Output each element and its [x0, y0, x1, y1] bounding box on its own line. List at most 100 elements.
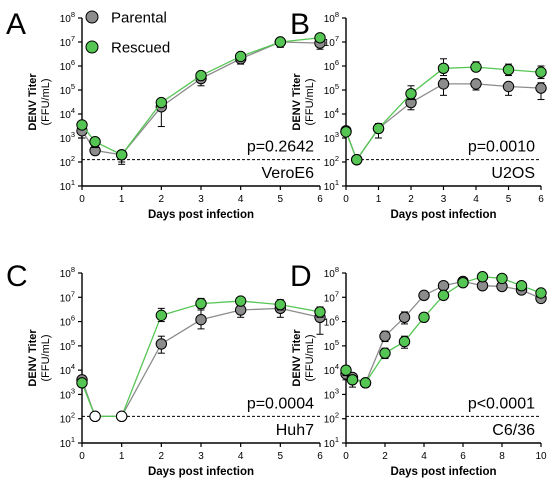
y-tick-label: 103	[60, 130, 75, 145]
data-point	[437, 62, 450, 75]
x-tick-label: 10	[535, 451, 547, 462]
y-tick-label: 102	[324, 411, 339, 426]
y-tick-base: 10	[60, 38, 72, 49]
y-tick-exponent: 5	[71, 82, 75, 91]
panel-letter: D	[290, 260, 312, 293]
x-tick-label: 0	[79, 451, 85, 462]
y-tick-exponent: 4	[71, 106, 75, 115]
y-tick-label: 108	[60, 10, 75, 25]
data-point	[155, 309, 168, 322]
legend-label: Parental	[111, 10, 167, 27]
y-tick-label: 101	[60, 178, 75, 193]
y-tick-exponent: 6	[335, 58, 339, 67]
y-tick-exponent: 6	[71, 314, 75, 323]
x-tick-label: 4	[421, 451, 427, 462]
y-tick-exponent: 6	[71, 58, 75, 67]
x-tick-label: 0	[343, 451, 349, 462]
x-tick-label: 2	[159, 194, 165, 205]
y-axis-label: DENV Titer	[27, 329, 39, 387]
y-tick-base: 10	[60, 390, 72, 401]
data-point	[502, 64, 515, 76]
y-tick-base: 10	[324, 415, 336, 426]
data-point	[502, 80, 515, 93]
y-tick-label: 107	[60, 289, 75, 304]
data-point	[274, 298, 287, 311]
y-tick-base: 10	[324, 318, 336, 329]
legend-marker	[85, 40, 99, 54]
y-tick-exponent: 2	[71, 411, 75, 420]
y-tick-base: 10	[60, 158, 72, 169]
x-tick-label: 8	[499, 451, 505, 462]
data-point	[476, 271, 489, 283]
y-tick-base: 10	[60, 269, 72, 280]
x-axis-label: Days post infection	[390, 209, 496, 221]
data-point	[379, 347, 391, 359]
x-tick-label: 6	[317, 194, 323, 205]
y-tick-exponent: 8	[71, 10, 75, 19]
data-point	[89, 136, 101, 148]
y-tick-base: 10	[324, 269, 336, 280]
y-tick-label: 103	[60, 386, 75, 401]
y-tick-exponent: 4	[335, 362, 339, 371]
y-tick-exponent: 1	[71, 435, 75, 444]
p-value-annotation: p=0.0010	[468, 139, 535, 156]
x-tick-label: 4	[473, 194, 479, 205]
data-point	[496, 272, 508, 285]
y-tick-label: 106	[324, 314, 339, 329]
y-axis-unit-label: (FFU/mL)	[304, 334, 316, 381]
y-axis-unit-label: (FFU/mL)	[40, 78, 52, 125]
data-point	[405, 88, 417, 100]
y-tick-base: 10	[60, 86, 72, 97]
y-tick-base: 10	[324, 62, 336, 73]
x-tick-label: 6	[538, 194, 544, 205]
panel-letter: B	[290, 8, 310, 41]
x-tick-label: 5	[278, 451, 284, 462]
y-tick-base: 10	[324, 110, 336, 121]
y-tick-label: 101	[60, 435, 75, 450]
cell-line-annotation: U2OS	[491, 165, 535, 182]
data-point	[535, 287, 547, 299]
x-tick-label: 3	[198, 451, 204, 462]
data-point	[340, 126, 352, 138]
data-point	[155, 96, 168, 109]
y-tick-label: 104	[324, 362, 339, 377]
series-rescued	[76, 32, 326, 163]
legend: Parental Rescued	[85, 10, 170, 57]
data-point	[470, 61, 482, 73]
y-tick-base: 10	[60, 415, 72, 426]
y-tick-base: 10	[324, 366, 336, 377]
series-rescued	[340, 58, 547, 166]
y-axis-label: DENV Titer	[291, 73, 303, 131]
y-tick-base: 10	[60, 110, 72, 121]
y-tick-base: 10	[60, 293, 72, 304]
x-tick-label: 1	[119, 451, 125, 462]
y-tick-exponent: 2	[335, 411, 339, 420]
x-tick-label: 3	[441, 194, 447, 205]
data-point	[195, 69, 207, 82]
y-tick-base: 10	[60, 439, 72, 450]
legend-marker	[85, 10, 99, 24]
y-tick-base: 10	[324, 86, 336, 97]
y-tick-label: 102	[324, 154, 339, 169]
y-tick-exponent: 1	[71, 178, 75, 187]
y-tick-base: 10	[60, 366, 72, 377]
data-point	[372, 122, 385, 135]
y-tick-exponent: 1	[335, 435, 339, 444]
data-point	[470, 78, 482, 90]
panel-letter: A	[6, 8, 26, 41]
data-point	[234, 295, 247, 307]
data-point	[535, 66, 547, 78]
p-value-annotation: p<0.0001	[468, 395, 535, 412]
y-tick-base: 10	[324, 38, 336, 49]
data-point	[379, 330, 391, 342]
data-point	[437, 78, 450, 90]
y-tick-exponent: 7	[71, 34, 75, 43]
cell-line-annotation: C6/36	[492, 422, 535, 439]
y-tick-base: 10	[60, 318, 72, 329]
y-tick-label: 108	[60, 265, 75, 280]
data-point	[418, 311, 430, 323]
